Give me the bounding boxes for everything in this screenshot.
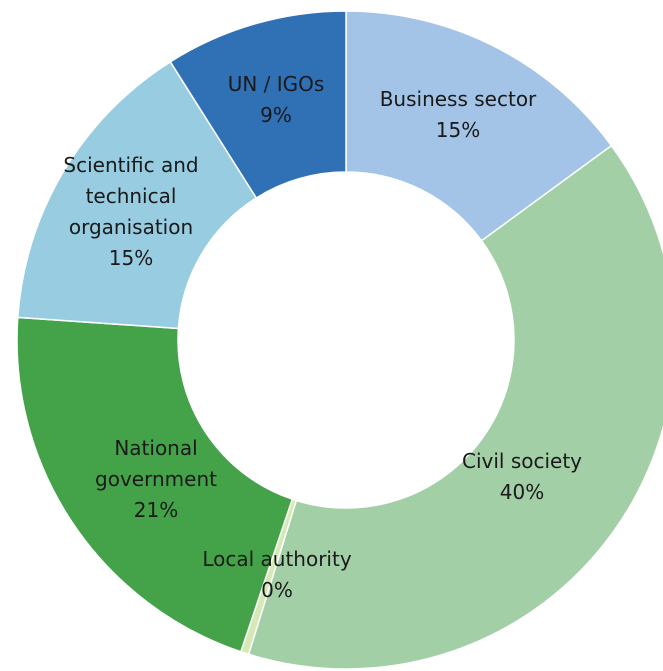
data-label-line: Scientific and [63,153,198,177]
data-label-line: 15% [436,118,480,142]
data-label-line: Local authority [202,547,352,571]
slice-national-government [16,316,294,653]
data-label-un-igos: UN / IGOs 9% [228,72,325,127]
data-label-line: 40% [500,480,544,504]
data-label-scientific-and-technical-organisation: Scientific and technical organisation 15% [63,153,198,270]
slice-un-igos [169,10,347,199]
slice-scientific-and-technical-organisation [16,60,258,330]
data-label-line: 21% [134,498,178,522]
donut-labels: Business sector 15% Civil society 40% Local … [63,72,582,602]
donut-slices [16,10,663,670]
data-label-business-sector: Business sector 15% [380,87,537,142]
slice-business-sector [345,10,613,242]
slice-civil-society [247,144,663,670]
data-label-line: government [95,467,217,491]
data-label-national-government: National government 21% [95,436,217,522]
data-label-line: 15% [109,246,153,270]
data-label-line: Business sector [380,87,537,111]
data-label-line: UN / IGOs [228,72,325,96]
data-label-line: technical [86,184,177,208]
data-label-line: 0% [261,578,293,602]
data-label-line: Civil society [462,449,582,473]
data-label-local-authority: Local authority 0% [202,547,352,602]
data-label-line: organisation [69,215,193,239]
data-label-line: National [114,436,197,460]
data-label-line: 9% [260,103,292,127]
data-label-civil-society: Civil society 40% [462,449,582,504]
